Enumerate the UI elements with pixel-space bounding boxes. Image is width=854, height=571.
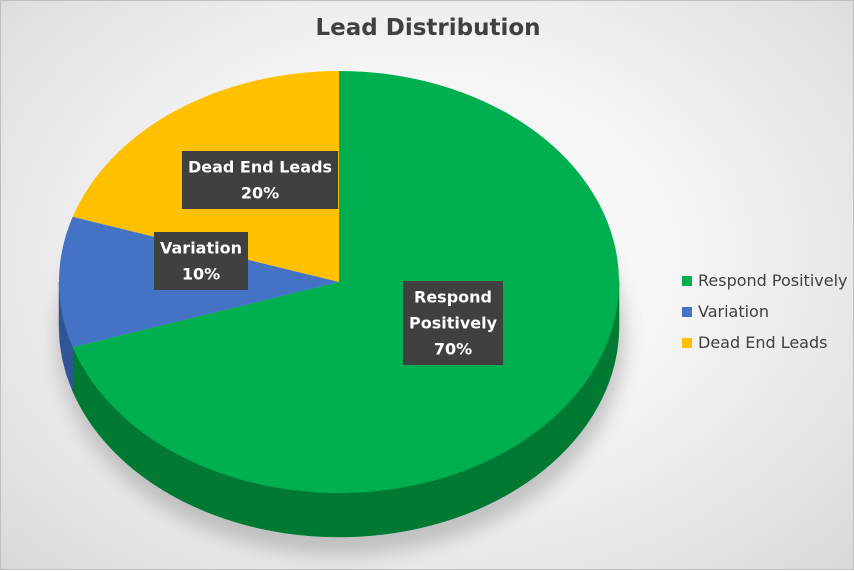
pie-slice-respond-positively xyxy=(72,71,620,494)
legend: Respond Positively Variation Dead End Le… xyxy=(682,265,848,358)
legend-label-variation: Variation xyxy=(698,302,769,321)
legend-swatch-respond-positively xyxy=(682,275,692,286)
data-label-variation: Variation 10% xyxy=(154,232,248,290)
legend-swatch-variation xyxy=(682,306,692,317)
legend-item-respond-positively: Respond Positively xyxy=(682,265,848,296)
data-label-respond-positively-line-1: Respond xyxy=(414,288,492,307)
data-label-dead-end-leads-line-2: 20% xyxy=(241,184,279,203)
legend-item-dead-end-leads: Dead End Leads xyxy=(682,327,848,358)
data-label-respond-positively-line-2: Positively xyxy=(409,314,498,333)
data-label-box-respond-positively xyxy=(402,281,504,365)
data-label-respond-positively-line-3: 70% xyxy=(434,340,472,359)
data-label-box-variation xyxy=(154,232,248,290)
legend-label-dead-end-leads: Dead End Leads xyxy=(698,333,828,352)
legend-item-variation: Variation xyxy=(682,296,848,327)
legend-swatch-dead-end-leads xyxy=(682,337,692,348)
data-label-variation-line-1: Variation xyxy=(160,239,242,258)
data-label-box-dead-end-leads xyxy=(181,151,339,209)
legend-label-respond-positively: Respond Positively xyxy=(698,271,848,290)
chart-title: Lead Distribution xyxy=(315,15,541,41)
data-label-variation-line-2: 10% xyxy=(182,265,220,284)
data-label-dead-end-leads: Dead End Leads 20% xyxy=(181,151,339,209)
data-label-respond-positively: Respond Positively 70% xyxy=(402,281,504,365)
data-label-dead-end-leads-line-1: Dead End Leads xyxy=(188,158,332,177)
